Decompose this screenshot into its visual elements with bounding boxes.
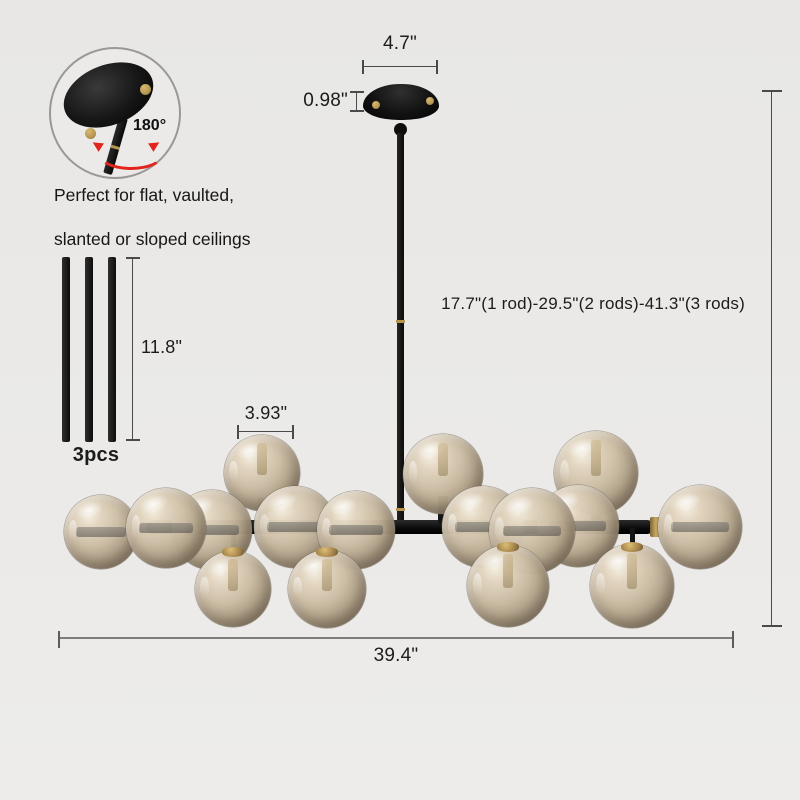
- canopy-width-dim-line: [362, 60, 438, 74]
- glass-globe: [590, 544, 674, 628]
- glass-globe: [658, 485, 742, 569]
- globe-stem: [630, 528, 635, 548]
- bulb-socket-detail: [257, 443, 267, 476]
- canopy-width-label: 4.7": [383, 33, 417, 54]
- total-width-label: 39.4": [373, 645, 419, 666]
- bulb-socket-detail: [503, 554, 513, 589]
- rod-piece: [85, 257, 93, 442]
- brass-screw-icon: [85, 128, 96, 139]
- bulb-socket-detail: [550, 521, 606, 531]
- overall-height-dim-line: [762, 90, 782, 627]
- bulb-socket-detail: [184, 525, 240, 535]
- bulb-socket-detail: [455, 522, 511, 532]
- bulb-socket-detail: [75, 527, 127, 537]
- brass-cap: [621, 542, 643, 552]
- bulb-socket-detail: [322, 558, 332, 592]
- brass-cap: [497, 542, 519, 552]
- total-width-dim-line: [58, 631, 734, 648]
- glass-globe: [288, 550, 366, 628]
- fixture-down-rod: [397, 133, 404, 524]
- brass-cap: [222, 547, 244, 557]
- rod-piece: [62, 257, 70, 442]
- height-range-label: 17.7"(1 rod)-29.5"(2 rods)-41.3"(3 rods): [441, 294, 745, 313]
- brass-cap: [316, 547, 338, 557]
- bulb-socket-detail: [627, 553, 637, 589]
- glass-globe: [195, 551, 271, 627]
- rod-connector-ring: [396, 320, 405, 323]
- canopy-height-label: 0.98": [303, 90, 348, 111]
- brass-screw-icon: [426, 97, 434, 105]
- globe-diameter-dim-line: [237, 425, 294, 439]
- brass-screw-icon: [372, 101, 380, 109]
- bulb-socket-detail: [438, 442, 448, 477]
- rod-length-dim-line: [126, 257, 140, 441]
- swivel-arrow-icon: [98, 138, 164, 170]
- rod-length-label: 11.8": [141, 337, 183, 357]
- bulb-socket-detail: [329, 525, 383, 535]
- bulb-socket-detail: [591, 440, 601, 476]
- swivel-angle-label: 180°: [133, 117, 167, 134]
- bulb-socket-detail: [138, 523, 194, 533]
- bulb-socket-detail: [671, 522, 729, 532]
- glass-globe: [467, 545, 549, 627]
- feature-note: Perfect for flat, vaulted, slanted or sl…: [54, 184, 251, 250]
- glass-globe: [126, 488, 206, 568]
- feature-note-line1: Perfect for flat, vaulted,: [54, 185, 234, 205]
- bulb-socket-detail: [502, 526, 562, 536]
- rod-count-label: 3pcs: [72, 444, 120, 466]
- fixture-swivel-joint: [394, 123, 407, 136]
- brass-screw-icon: [140, 84, 151, 95]
- canopy-height-dim-line: [350, 91, 364, 112]
- bulb-socket-detail: [267, 522, 323, 532]
- globe-diameter-label: 3.93": [244, 403, 288, 423]
- bulb-socket-detail: [228, 559, 238, 592]
- feature-note-line2: slanted or sloped ceilings: [54, 229, 251, 249]
- rod-connector-ring: [396, 508, 405, 511]
- rod-piece: [108, 257, 116, 442]
